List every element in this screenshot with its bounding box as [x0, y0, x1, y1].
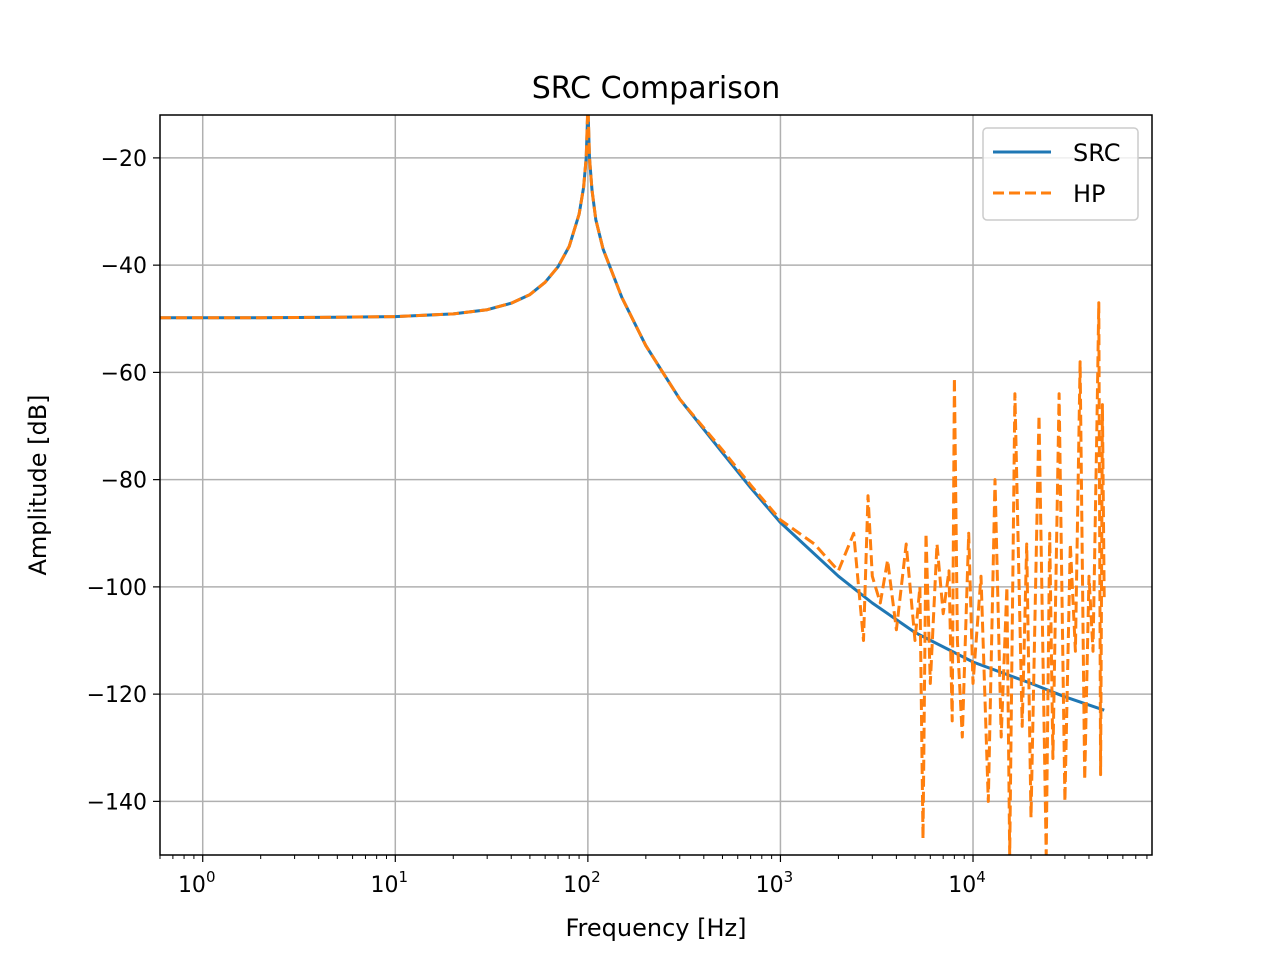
y-tick-label: −120 — [87, 683, 147, 708]
y-tick-label: −80 — [101, 469, 147, 494]
legend: SRC HP — [982, 127, 1139, 221]
plot-frame — [159, 114, 1153, 856]
y-axis-label: Amplitude [dB] — [24, 394, 52, 575]
y-tick-label: −40 — [101, 254, 147, 279]
x-tick-label: 103 — [756, 868, 794, 898]
series-line-src — [160, 115, 1105, 712]
y-tick-label: −20 — [101, 147, 147, 172]
grid — [160, 115, 1152, 855]
x-tick-label: 102 — [563, 868, 601, 898]
chart-title: SRC Comparison — [532, 71, 781, 106]
y-tick-label: −100 — [87, 576, 147, 601]
x-tick-label: 101 — [371, 868, 409, 898]
legend-label-hp: HP — [1073, 180, 1106, 208]
y-tick-label: −60 — [101, 361, 147, 386]
axis-ticks: −20 −40 −60 −80 −100 −120 −140 100 101 102 103 104 — [87, 147, 1148, 898]
x-axis-label: Frequency [Hz] — [566, 914, 747, 942]
legend-label-src: SRC — [1073, 139, 1120, 167]
series-line-hp — [160, 115, 1106, 855]
x-tick-label: 100 — [178, 868, 216, 898]
y-tick-label: −140 — [87, 790, 147, 815]
x-tick-label: 104 — [948, 868, 986, 898]
plot-area — [160, 115, 1106, 855]
